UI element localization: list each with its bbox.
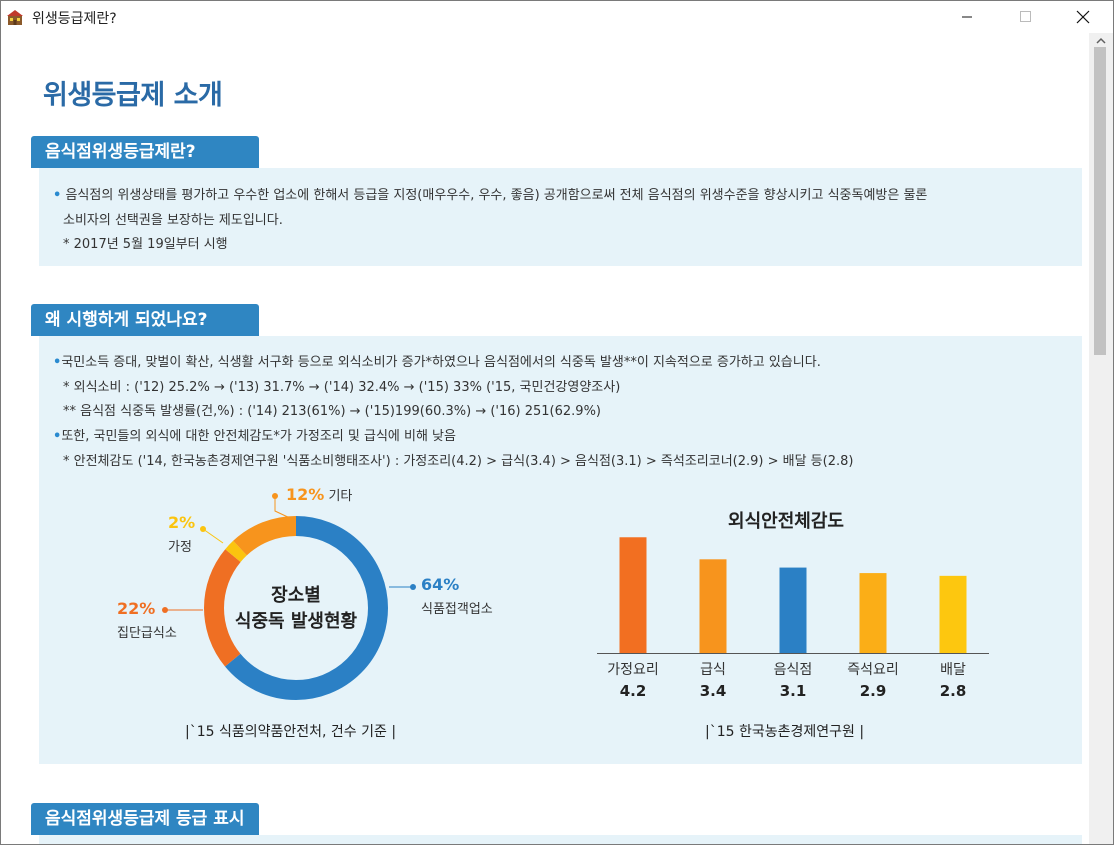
bar-category-label: 음식점 [773,662,813,678]
close-button[interactable] [1060,1,1106,33]
bar-4 [939,575,967,653]
bar-value-label: 2.8 [939,682,967,700]
close-icon [1076,10,1090,24]
why-note-2: ** 음식점 식중독 발생률(건,%) : ('14) 213(61%) → (… [63,404,601,419]
maximize-icon [1020,11,1031,22]
bar-caption: |`15 한국농촌경제연구원 | [705,724,865,740]
why-bullet-1: •국민소득 증대, 맞벌이 확산, 식생활 서구화 등으로 외식소비가 증가*하… [53,355,821,370]
intro-line-1: • 음식점의 위생상태를 평가하고 우수한 업소에 한해서 등급을 지정(매우우… [53,188,928,203]
donut-center-line-2: 식중독 발생현황 [234,611,358,632]
bar-category-label: 배달 [940,662,966,678]
bar-0 [619,537,647,653]
bar-category-label: 가정요리 [607,662,659,678]
window-title: 위생등급제란? [32,11,117,27]
bullet-icon: • [53,188,62,203]
bar-2 [779,567,807,653]
why-bullet-2: •또한, 국민들의 외식에 대한 안전체감도*가 가정조리 및 급식에 비해 낮… [53,429,456,444]
scroll-thumb[interactable] [1094,47,1106,355]
donut-center-line-1: 장소별 [271,585,321,606]
intro-line-2: 소비자의 선택권을 보장하는 제도입니다. [63,213,283,228]
why-note-1: * 외식소비 : ('12) 25.2% → ('13) 31.7% → ('1… [63,380,621,395]
slice-label-restaurant: 64% 식품접객업소 [421,575,493,617]
slice-label-home: 2% 가정 [168,513,196,555]
section-box-intro [39,168,1082,266]
bar-value-label: 2.9 [859,682,887,700]
donut-leader-lines [162,493,416,613]
bar-chart-title: 외식안전체감도 [728,511,844,532]
section-box-why [39,336,1082,764]
page-title: 위생등급제 소개 [43,80,223,111]
slice-label-institution: 22% 집단급식소 [117,599,177,641]
minimize-icon [962,16,972,18]
donut-chart [204,516,388,700]
slice-label-other: 12% 기타 [286,485,353,504]
restaurant-icon [7,10,23,25]
donut-caption: |`15 식품의약품안전처, 건수 기준 | [185,724,397,740]
bar-value-label: 3.1 [779,682,807,700]
bar-category-label: 급식 [700,662,726,678]
slice-institution [204,516,388,700]
maximize-button[interactable] [1002,1,1048,33]
bullet-icon: • [53,355,62,370]
vertical-scrollbar[interactable] [1089,33,1113,844]
scroll-up-icon [1096,37,1106,44]
title-bar: 위생등급제란? [1,1,1113,33]
intro-note: * 2017년 5월 19일부터 시행 [63,237,228,252]
section-tab-grade: 음식점위생등급제 등급 표시 [31,803,259,835]
bullet-icon: • [53,429,62,444]
bar-1 [699,559,727,653]
section-box-grade [39,835,1082,844]
bar-category-label: 즉석요리 [847,662,899,678]
content-area: 위생등급제 소개 음식점위생등급제란? • 음식점의 위생상태를 평가하고 우수… [1,33,1089,844]
section-tab-intro: 음식점위생등급제란? [31,136,259,168]
section-tab-why: 왜 시행하게 되었나요? [31,304,259,336]
scroll-up-button[interactable] [1089,33,1113,47]
bar-chart [597,537,989,654]
bar-value-label: 3.4 [699,682,727,700]
why-note-3: * 안전체감도 ('14, 한국농촌경제연구원 '식품소비행태조사') : 가정… [63,454,854,469]
bar-value-label: 4.2 [619,682,647,700]
minimize-button[interactable] [944,1,990,33]
slice-other [204,516,388,700]
bar-3 [859,573,887,653]
